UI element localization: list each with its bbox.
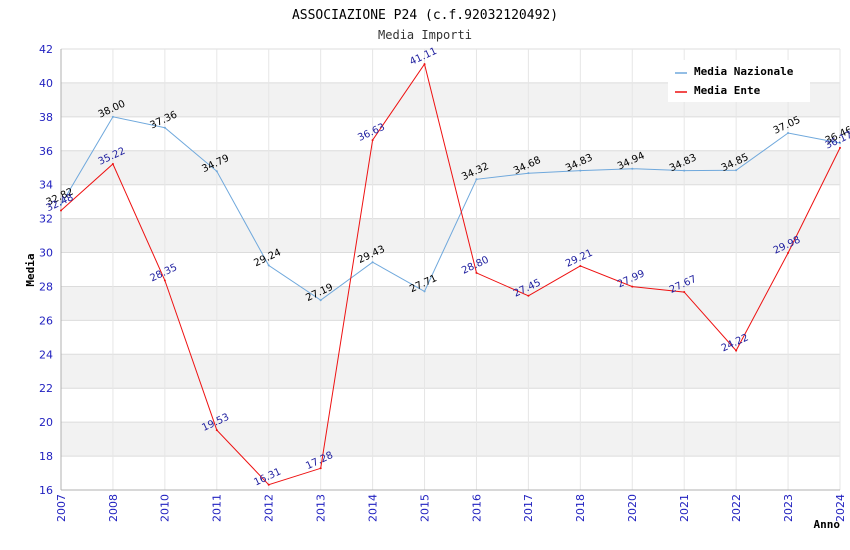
- data-point: [319, 467, 322, 470]
- y-tick-label: 24: [39, 348, 53, 361]
- y-tick-label: 32: [39, 213, 53, 226]
- grid-lines: [60, 48, 841, 491]
- x-tick-label: 2023: [782, 494, 795, 522]
- data-point: [371, 139, 374, 142]
- data-point: [839, 146, 841, 149]
- x-axis-label: Anno: [814, 518, 841, 531]
- data-point: [839, 141, 841, 144]
- legend: Media Nazionale Media Ente: [668, 60, 810, 102]
- y-axis-ticks: 16 18 20 22 24 26 28 30 32 34 36 38 40 42: [39, 43, 53, 497]
- data-point: [111, 162, 114, 165]
- data-point: [215, 429, 218, 432]
- y-tick-label: 42: [39, 43, 53, 56]
- data-point: [787, 251, 790, 254]
- data-label: 24.22: [720, 332, 751, 354]
- data-label: 28.80: [460, 255, 491, 277]
- x-tick-label: 2012: [263, 494, 276, 522]
- x-tick-label: 2018: [574, 494, 587, 522]
- y-axis-label: Media: [24, 253, 37, 286]
- x-tick-label: 2008: [107, 494, 120, 522]
- data-point: [475, 178, 478, 181]
- data-label: 28.35: [149, 262, 180, 284]
- data-point: [60, 209, 62, 212]
- legend-box: [668, 60, 810, 102]
- data-point: [215, 170, 218, 173]
- y-tick-label: 28: [39, 280, 53, 293]
- grid-band: [61, 422, 840, 457]
- y-tick-label: 26: [39, 314, 53, 327]
- data-point: [423, 290, 426, 293]
- x-tick-label: 2013: [315, 494, 328, 522]
- data-point: [735, 169, 738, 172]
- data-point: [319, 299, 322, 302]
- data-point: [475, 271, 478, 274]
- data-point: [267, 483, 270, 486]
- data-point: [735, 349, 738, 352]
- grid-band: [61, 354, 840, 389]
- data-point: [631, 167, 634, 170]
- x-tick-label: 2014: [366, 494, 379, 522]
- data-point: [579, 264, 582, 267]
- data-point: [423, 63, 426, 66]
- data-point: [527, 294, 530, 297]
- y-tick-label: 18: [39, 450, 53, 463]
- x-tick-label: 2016: [470, 494, 483, 522]
- data-point: [60, 203, 62, 206]
- y-tick-label: 30: [39, 247, 53, 260]
- x-tick-label: 2010: [159, 494, 172, 522]
- x-tick-label: 2021: [678, 494, 691, 522]
- y-tick-label: 34: [39, 179, 53, 192]
- data-point: [163, 126, 166, 129]
- x-tick-label: 2007: [55, 494, 68, 522]
- data-point: [683, 291, 686, 294]
- x-tick-label: 2024: [834, 494, 847, 522]
- data-label: 16.31: [252, 466, 283, 488]
- legend-label-ente: Media Ente: [694, 84, 761, 97]
- x-tick-label: 2020: [626, 494, 639, 522]
- x-tick-label: 2017: [522, 494, 535, 522]
- y-tick-label: 36: [39, 145, 53, 158]
- data-point: [631, 285, 634, 288]
- legend-label-nazionale: Media Nazionale: [694, 65, 794, 78]
- data-point: [527, 172, 530, 175]
- x-tick-label: 2011: [211, 494, 224, 522]
- x-tick-label: 2022: [730, 494, 743, 522]
- data-point: [111, 115, 114, 118]
- y-tick-label: 40: [39, 77, 53, 90]
- chart-title: ASSOCIAZIONE P24 (c.f.92032120492): [292, 8, 558, 23]
- data-point: [683, 169, 686, 172]
- data-point: [267, 264, 270, 267]
- y-tick-label: 16: [39, 484, 53, 497]
- data-point: [579, 169, 582, 172]
- series-line-media-nazionale: [60, 116, 841, 301]
- y-tick-label: 38: [39, 111, 53, 124]
- y-tick-label: 22: [39, 382, 53, 395]
- x-tick-label: 2015: [418, 494, 431, 522]
- data-point: [787, 131, 790, 134]
- y-tick-label: 20: [39, 416, 53, 429]
- chart-subtitle: Media Importi: [378, 28, 472, 42]
- data-point: [371, 261, 374, 264]
- data-point: [163, 279, 166, 282]
- grid-band: [61, 286, 840, 321]
- series-lines: [60, 62, 841, 486]
- data-label: 36.63: [356, 122, 387, 144]
- series-line-media-ente: [60, 62, 841, 486]
- x-axis-ticks: 2007 2008 2010 2011 2012 2013 2014 2015 2016 2017…: [55, 494, 847, 522]
